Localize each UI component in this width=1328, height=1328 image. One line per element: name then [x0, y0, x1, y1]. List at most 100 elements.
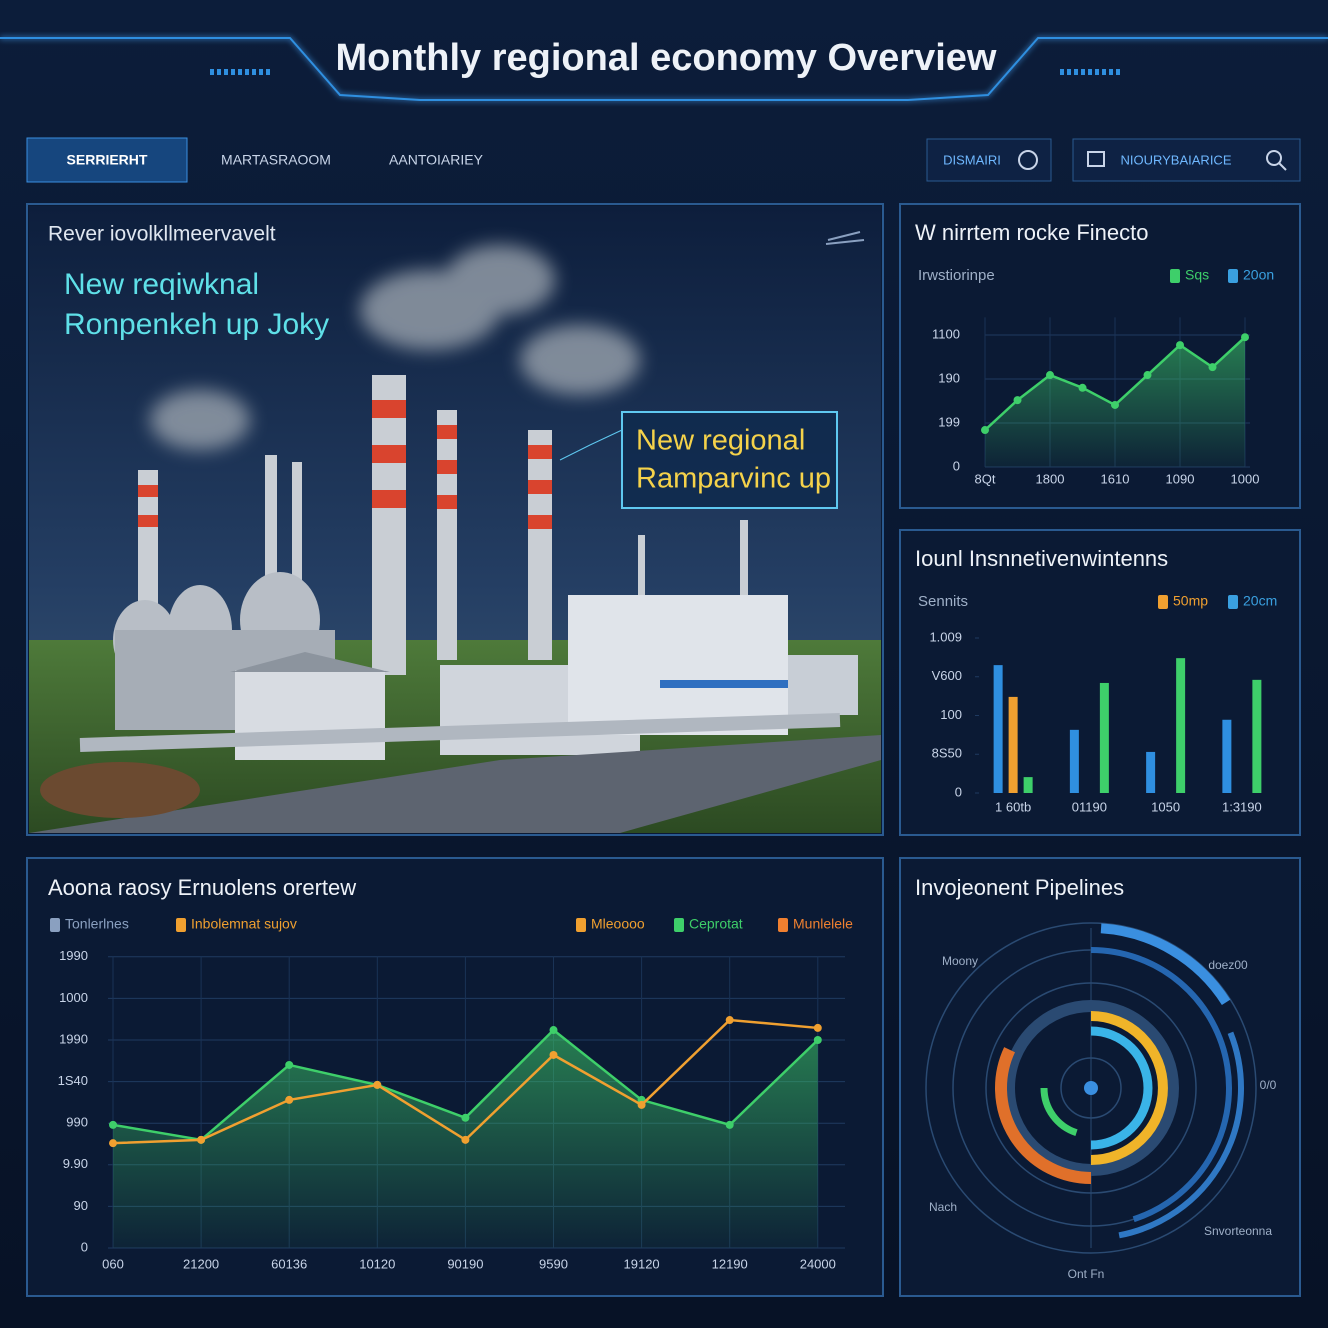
- y-tick-label: 199: [938, 414, 960, 429]
- search-icon: [1266, 150, 1282, 166]
- data-point: [1143, 371, 1152, 380]
- legend-icon: [1158, 595, 1168, 609]
- radial-label: Snvorteonna: [1204, 1224, 1272, 1238]
- y-tick-label: 0: [81, 1239, 88, 1254]
- y-tick-label: 9.90: [63, 1156, 88, 1171]
- data-point: [1046, 371, 1054, 380]
- radial-arc: [995, 1047, 1092, 1184]
- y-tick-label: 1990: [59, 948, 88, 963]
- legend-icon: [176, 918, 186, 932]
- search-icon: [1278, 162, 1287, 171]
- callout-text: Ramparvinc up: [636, 463, 831, 495]
- active-tab-bg: [26, 137, 188, 183]
- search-bg[interactable]: [1072, 138, 1301, 182]
- data-point: [981, 426, 989, 435]
- data-point: [1241, 333, 1249, 342]
- legend-label: 50mp: [1173, 593, 1208, 609]
- button-bg[interactable]: [926, 138, 1052, 182]
- legend-label: Inbolemnat sujov: [191, 916, 297, 932]
- ring-guide: [925, 922, 1257, 1254]
- bar: [1008, 696, 1018, 793]
- data-point: [549, 1050, 558, 1059]
- y-tick-label: 1100: [932, 326, 960, 341]
- bar: [1176, 658, 1186, 793]
- callout-line: [559, 429, 623, 461]
- callout-box: [621, 411, 838, 509]
- x-tick-label: 10120: [359, 1256, 395, 1271]
- radial-arc: [1100, 923, 1231, 1005]
- y-tick-label: 0: [953, 458, 960, 473]
- search-label[interactable]: NIOURYBAIARICE: [1120, 152, 1231, 167]
- y-tick-label: 190: [938, 370, 960, 385]
- data-point: [725, 1016, 734, 1025]
- radial-label: doez00: [1208, 958, 1248, 972]
- radial-label: 0/0: [1260, 1078, 1277, 1092]
- bar: [1146, 751, 1156, 793]
- callout-text: New regional: [636, 425, 805, 457]
- y-tick-label: V600: [932, 668, 962, 683]
- y-tick-label: 100: [940, 707, 962, 722]
- chart-title: Invojeonent Pipelines: [915, 875, 1124, 900]
- data-point: [549, 1026, 558, 1035]
- y-tick-label: 1000: [59, 990, 88, 1005]
- panel-title: Rever iovolkllmeervavelt: [48, 223, 276, 246]
- radial-arc: [1090, 1011, 1168, 1165]
- x-tick-label: 1 60tb: [995, 799, 1031, 814]
- legend-icon: [1228, 595, 1238, 609]
- chart-subtitle: Sennits: [918, 593, 968, 610]
- legend-label: 20on: [1243, 267, 1274, 283]
- chart-subtitle: Irwstiorinpe: [918, 267, 995, 284]
- data-point: [813, 1023, 822, 1032]
- x-tick-label: 01190: [1072, 799, 1107, 814]
- data-point: [1078, 383, 1087, 392]
- nav-tab[interactable]: MARTASRAOOM: [221, 152, 331, 168]
- legend-label: Ceprotat: [689, 916, 743, 932]
- center-dot: [1084, 1081, 1098, 1095]
- x-tick-label: 1800: [1036, 471, 1065, 486]
- x-tick-label: 1:3190: [1222, 799, 1262, 814]
- data-point: [373, 1080, 382, 1089]
- clock-icon: [1018, 150, 1038, 170]
- data-point: [725, 1120, 734, 1129]
- legend-label: Munlelele: [793, 916, 853, 932]
- panel-icon: [825, 231, 865, 245]
- search-icon-left: [1087, 151, 1105, 167]
- data-point: [109, 1139, 117, 1148]
- legend-icon: [1170, 269, 1180, 283]
- nav-tab[interactable]: SERRIERHT: [67, 152, 148, 168]
- y-tick-label: 990: [66, 1115, 88, 1130]
- y-tick-label: 90: [74, 1198, 88, 1213]
- data-point: [461, 1113, 470, 1122]
- data-point: [1176, 341, 1184, 350]
- x-tick-label: 1610: [1101, 471, 1130, 486]
- data-point: [197, 1135, 206, 1144]
- x-tick-label: 9590: [539, 1256, 568, 1271]
- data-point: [461, 1135, 470, 1144]
- radial-arc: [1040, 1087, 1078, 1137]
- y-tick-label: 1990: [59, 1031, 88, 1046]
- nav-tab[interactable]: AANTOIARIEY: [389, 152, 484, 168]
- button-label[interactable]: DISMAIRI: [943, 152, 1001, 167]
- x-tick-label: 19120: [624, 1256, 660, 1271]
- radial-label: Ont Fn: [1068, 1267, 1105, 1281]
- legend-label: 20cm: [1243, 593, 1277, 609]
- y-tick-label: 0: [955, 784, 962, 799]
- y-tick-label: 8S50: [932, 746, 962, 761]
- data-point: [813, 1036, 822, 1044]
- data-point: [109, 1120, 117, 1129]
- legend-icon: [1228, 269, 1238, 283]
- legend-label: Mleoooo: [591, 916, 645, 932]
- bar: [1099, 682, 1109, 793]
- data-point: [285, 1095, 294, 1104]
- bar: [1252, 679, 1262, 793]
- data-point: [637, 1100, 646, 1109]
- radial-arc: [1090, 1026, 1153, 1150]
- y-tick-label: 1S40: [58, 1073, 88, 1088]
- data-point: [1013, 396, 1022, 405]
- x-tick-label: 24000: [800, 1256, 836, 1271]
- data-point: [285, 1060, 294, 1069]
- data-point: [1208, 363, 1217, 372]
- bar: [1222, 719, 1232, 793]
- chart-title: W nirrtem rocke Finecto: [915, 220, 1149, 245]
